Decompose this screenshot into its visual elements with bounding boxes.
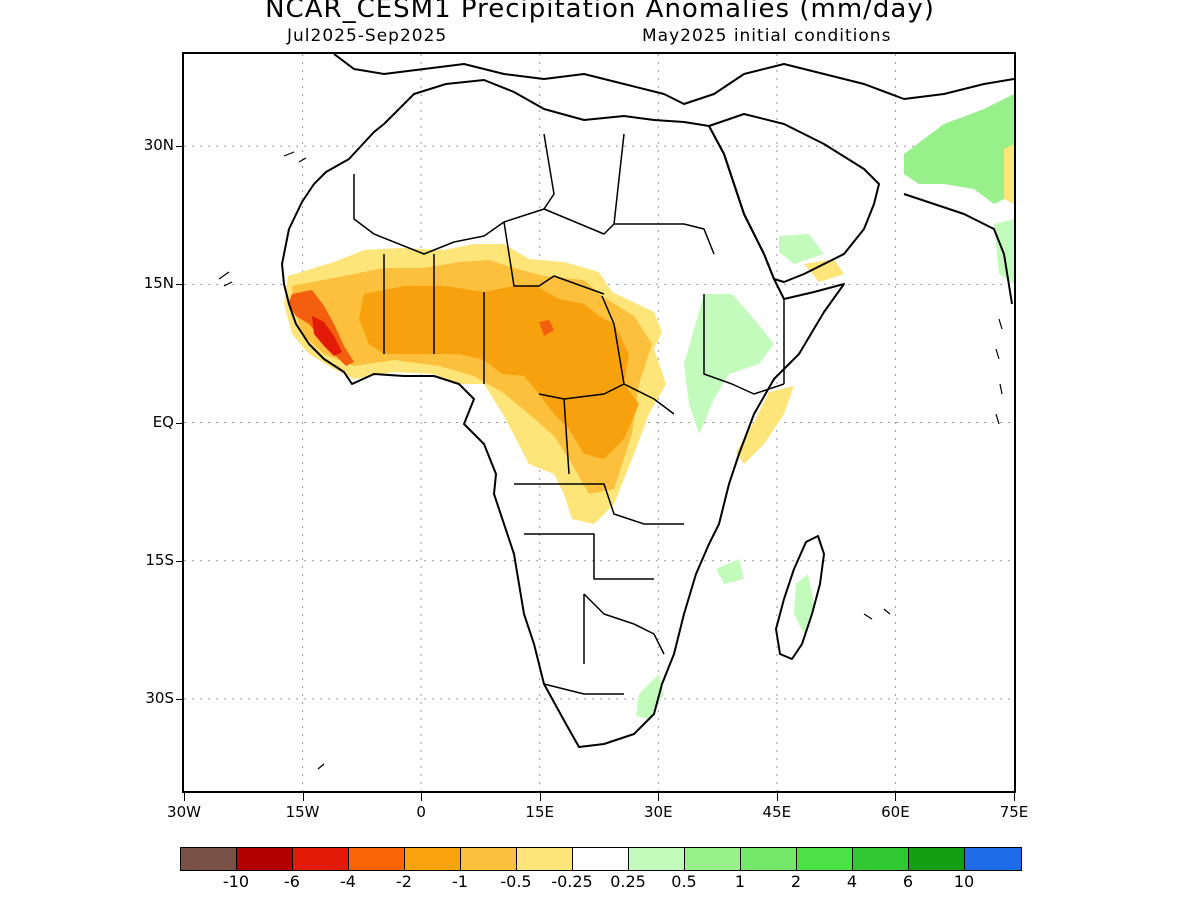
lat-tick bbox=[176, 698, 184, 700]
india-coastline bbox=[903, 193, 1013, 305]
south-africa-anomaly bbox=[636, 674, 664, 719]
colorbar-label: 6 bbox=[902, 872, 914, 891]
colorbar-swatch bbox=[181, 848, 237, 870]
madagascar-coastline bbox=[775, 535, 825, 660]
forecast-period: Jul2025-Sep2025 bbox=[287, 26, 448, 46]
colorbar-swatch bbox=[797, 848, 853, 870]
lon-label: 45E bbox=[762, 803, 792, 821]
lon-label: 15E bbox=[525, 803, 554, 821]
initial-conditions: May2025 initial conditions bbox=[642, 26, 892, 46]
colorbar-label: -10 bbox=[222, 872, 250, 891]
colorbar bbox=[180, 847, 1022, 871]
cape-verde bbox=[218, 271, 233, 287]
lat-tick bbox=[176, 560, 184, 562]
lat-tick bbox=[176, 284, 184, 286]
colorbar-label: -0.5 bbox=[500, 872, 532, 891]
border-lines bbox=[353, 133, 785, 695]
arabia-anomaly bbox=[779, 234, 824, 264]
colorbar-swatch bbox=[349, 848, 405, 870]
lon-label: 75E bbox=[999, 803, 1029, 821]
coastlines bbox=[281, 54, 1014, 748]
lat-tick bbox=[176, 422, 184, 424]
mozambique-anomaly bbox=[716, 559, 744, 584]
colorbar-swatch bbox=[405, 848, 461, 870]
anomaly-shading bbox=[284, 94, 1014, 719]
maldives bbox=[995, 318, 1003, 425]
lon-tick bbox=[539, 793, 541, 801]
colorbar-swatch bbox=[909, 848, 965, 870]
colorbar-label: 0.25 bbox=[610, 872, 646, 891]
central-africa-anomaly bbox=[359, 286, 639, 459]
south-asia-anomaly bbox=[904, 94, 1014, 204]
map-plot bbox=[184, 54, 1014, 791]
lat-label: 30N bbox=[143, 136, 174, 155]
africa-coastline bbox=[281, 79, 845, 748]
somalia-coast-anomaly bbox=[736, 386, 794, 464]
yemen-anomaly bbox=[804, 259, 844, 282]
map-panel bbox=[182, 52, 1016, 793]
lon-label: 30W bbox=[167, 803, 201, 821]
lon-label: 60E bbox=[881, 803, 910, 821]
colorbar-swatch bbox=[461, 848, 517, 870]
lat-label: 15N bbox=[143, 274, 174, 293]
mascarene-islands bbox=[863, 608, 891, 620]
colorbar-label: -1 bbox=[452, 872, 468, 891]
lon-tick bbox=[776, 793, 778, 801]
lon-tick bbox=[421, 793, 423, 801]
east-africa-anomaly bbox=[684, 294, 774, 434]
colorbar-swatch bbox=[685, 848, 741, 870]
colorbar-swatch bbox=[965, 848, 1021, 870]
lat-tick bbox=[176, 146, 184, 148]
colorbar-label: 0.5 bbox=[671, 872, 697, 891]
lon-tick bbox=[302, 793, 304, 801]
tristan-island bbox=[317, 763, 325, 770]
colorbar-swatch bbox=[237, 848, 293, 870]
india-west-dry bbox=[1004, 144, 1014, 204]
colorbar-swatch bbox=[293, 848, 349, 870]
islands bbox=[218, 151, 1003, 770]
colorbar-label: 4 bbox=[846, 872, 858, 891]
colorbar-label: 10 bbox=[953, 872, 975, 891]
lon-label: 15W bbox=[285, 803, 320, 821]
lon-label: 0 bbox=[416, 803, 426, 821]
colorbar-swatch bbox=[573, 848, 629, 870]
arabia-coastline bbox=[708, 113, 880, 283]
colorbar-label: -6 bbox=[284, 872, 300, 891]
europe-coastline bbox=[333, 54, 1014, 105]
lon-tick bbox=[184, 793, 185, 801]
colorbar-swatch bbox=[517, 848, 573, 870]
lon-tick bbox=[1014, 793, 1015, 801]
madagascar-anomaly bbox=[794, 574, 814, 634]
sierra-leone-anomaly bbox=[312, 316, 342, 356]
lon-tick bbox=[895, 793, 897, 801]
colorbar-label: -0.25 bbox=[551, 872, 593, 891]
colorbar-label: -2 bbox=[396, 872, 412, 891]
lon-label: 30E bbox=[643, 803, 673, 821]
colorbar-label: -4 bbox=[340, 872, 356, 891]
canary-islands bbox=[283, 151, 307, 163]
colorbar-swatch bbox=[629, 848, 685, 870]
colorbar-swatch bbox=[741, 848, 797, 870]
chad-lake-anomaly bbox=[539, 320, 554, 336]
colorbar-label: 2 bbox=[790, 872, 802, 891]
lat-label: EQ bbox=[152, 412, 174, 431]
map-title: NCAR_CESM1 Precipitation Anomalies (mm/d… bbox=[265, 0, 935, 24]
lat-label: 30S bbox=[145, 688, 174, 707]
lat-label: 15S bbox=[145, 550, 174, 569]
colorbar-label: 1 bbox=[734, 872, 746, 891]
colorbar-swatch bbox=[853, 848, 909, 870]
lon-tick bbox=[658, 793, 660, 801]
